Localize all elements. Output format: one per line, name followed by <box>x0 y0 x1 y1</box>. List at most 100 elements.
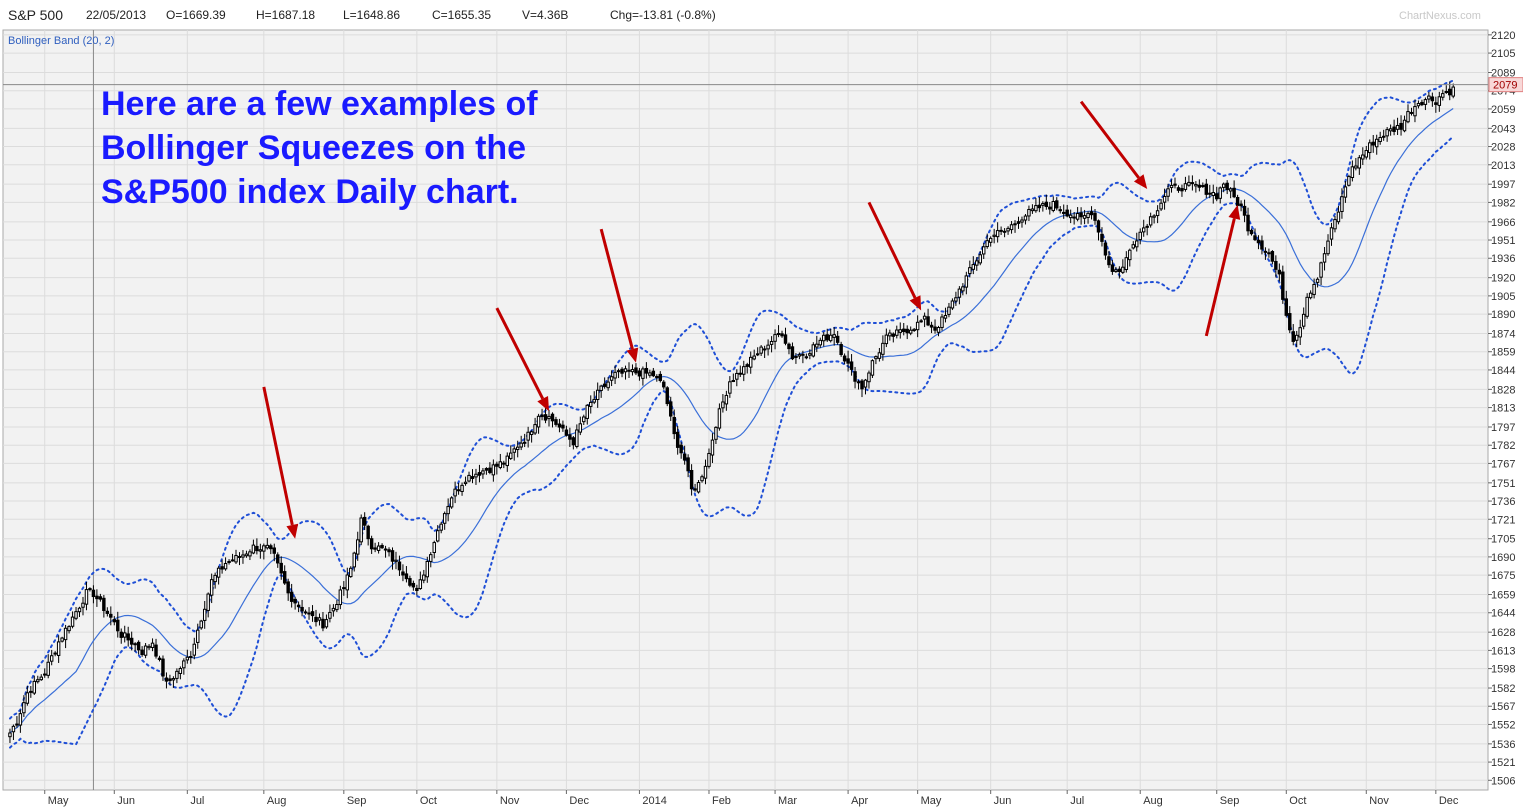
plot-area <box>2 29 1489 791</box>
candle-body <box>1155 210 1160 217</box>
candle-body <box>703 465 708 479</box>
arrow-head <box>286 523 299 539</box>
candle-body <box>157 657 162 661</box>
candle-body <box>630 369 635 373</box>
candle-body <box>415 587 419 592</box>
candle-body <box>1430 96 1435 102</box>
y-tick-label: 1966 <box>1491 217 1515 229</box>
candle-body <box>362 516 367 526</box>
candle-body <box>36 679 40 683</box>
candle-body <box>724 394 729 405</box>
candle-body <box>589 401 593 407</box>
candle-body <box>199 620 203 629</box>
candle-body <box>317 617 322 621</box>
candle-body <box>1402 119 1407 132</box>
candle-body <box>331 607 336 612</box>
candle-body <box>641 368 645 379</box>
candle-body <box>119 631 123 638</box>
candle-body <box>241 554 245 558</box>
candle-body <box>1357 157 1362 169</box>
candle-body <box>1141 227 1146 233</box>
candle-body <box>394 559 398 562</box>
x-tick-label: Nov <box>1369 795 1389 807</box>
upper-band-line <box>9 79 1455 720</box>
candle-body <box>237 555 242 558</box>
candle-body <box>206 593 210 611</box>
candle-body <box>349 567 353 578</box>
candle-body <box>1232 187 1236 198</box>
candle-body <box>1176 187 1181 191</box>
candle-body <box>1298 327 1302 338</box>
x-tick-label: Aug <box>267 795 287 807</box>
candle-body <box>265 544 270 549</box>
candle-body <box>905 328 909 334</box>
candle-body <box>397 561 402 571</box>
candle-body <box>1228 188 1233 192</box>
candle-body <box>1013 223 1017 226</box>
candle-body <box>975 260 979 266</box>
candle-body <box>369 538 374 550</box>
candle-body <box>961 286 965 292</box>
candle-body <box>432 542 436 554</box>
candle-body <box>675 431 680 448</box>
candle-body <box>449 497 454 508</box>
candle-body <box>536 415 541 428</box>
candle-body <box>282 571 287 584</box>
y-axis-ticks: 2120210520892074205920432028201319971982… <box>1488 30 1515 787</box>
candle-body <box>383 548 388 551</box>
candle-body <box>957 288 962 298</box>
candle-body <box>780 333 784 337</box>
candle-body <box>1420 101 1424 106</box>
candle-body <box>244 553 249 557</box>
candle-body <box>1256 239 1261 244</box>
candle-body <box>867 372 871 383</box>
y-tick-label: 1905 <box>1491 291 1515 303</box>
candle-body <box>874 356 878 360</box>
candle-body <box>185 656 190 661</box>
candle-body <box>512 448 516 453</box>
candle-body <box>908 329 913 334</box>
candle-body <box>564 429 569 436</box>
candle-body <box>258 549 263 552</box>
x-tick-label: Mar <box>778 795 797 807</box>
candle-body <box>1221 183 1226 188</box>
candle-body <box>1413 106 1417 117</box>
candle-body <box>662 381 666 388</box>
candle-body <box>1058 209 1062 212</box>
candle-body <box>133 643 137 646</box>
annotation-line-1: Here are a few examples of <box>101 85 538 123</box>
change-value: Chg=-13.81 (-0.8%) <box>610 8 716 22</box>
candle-body <box>321 618 325 629</box>
candle-body <box>776 332 781 336</box>
candle-body <box>1270 251 1275 262</box>
candle-body <box>380 544 384 549</box>
candle-body <box>15 723 19 726</box>
candle-body <box>794 356 798 359</box>
candle-body <box>1448 88 1452 96</box>
y-tick-label: 1828 <box>1491 384 1515 396</box>
candle-body <box>1343 186 1348 198</box>
candle-body <box>303 611 308 614</box>
candle-body <box>602 383 607 387</box>
y-tick-label: 1675 <box>1491 570 1515 582</box>
candle-body <box>1225 182 1229 191</box>
y-tick-label: 1690 <box>1491 552 1515 564</box>
candle-body <box>474 473 478 478</box>
candle-body <box>599 385 603 391</box>
candle-body <box>1263 250 1268 253</box>
x-tick-label: Sep <box>347 795 367 807</box>
candle-body <box>1239 203 1243 207</box>
candle-body <box>1368 142 1372 154</box>
candle-body <box>467 474 471 482</box>
candle-body <box>293 598 297 604</box>
candle-body <box>1260 240 1264 250</box>
candle-body <box>8 732 12 738</box>
candle-body <box>373 547 377 550</box>
candle-body <box>755 353 760 356</box>
candle-body <box>1148 216 1153 226</box>
candle-body <box>136 641 141 651</box>
candle-body <box>209 579 214 596</box>
candle-body <box>1277 269 1282 275</box>
x-tick-label: Sep <box>1220 795 1240 807</box>
